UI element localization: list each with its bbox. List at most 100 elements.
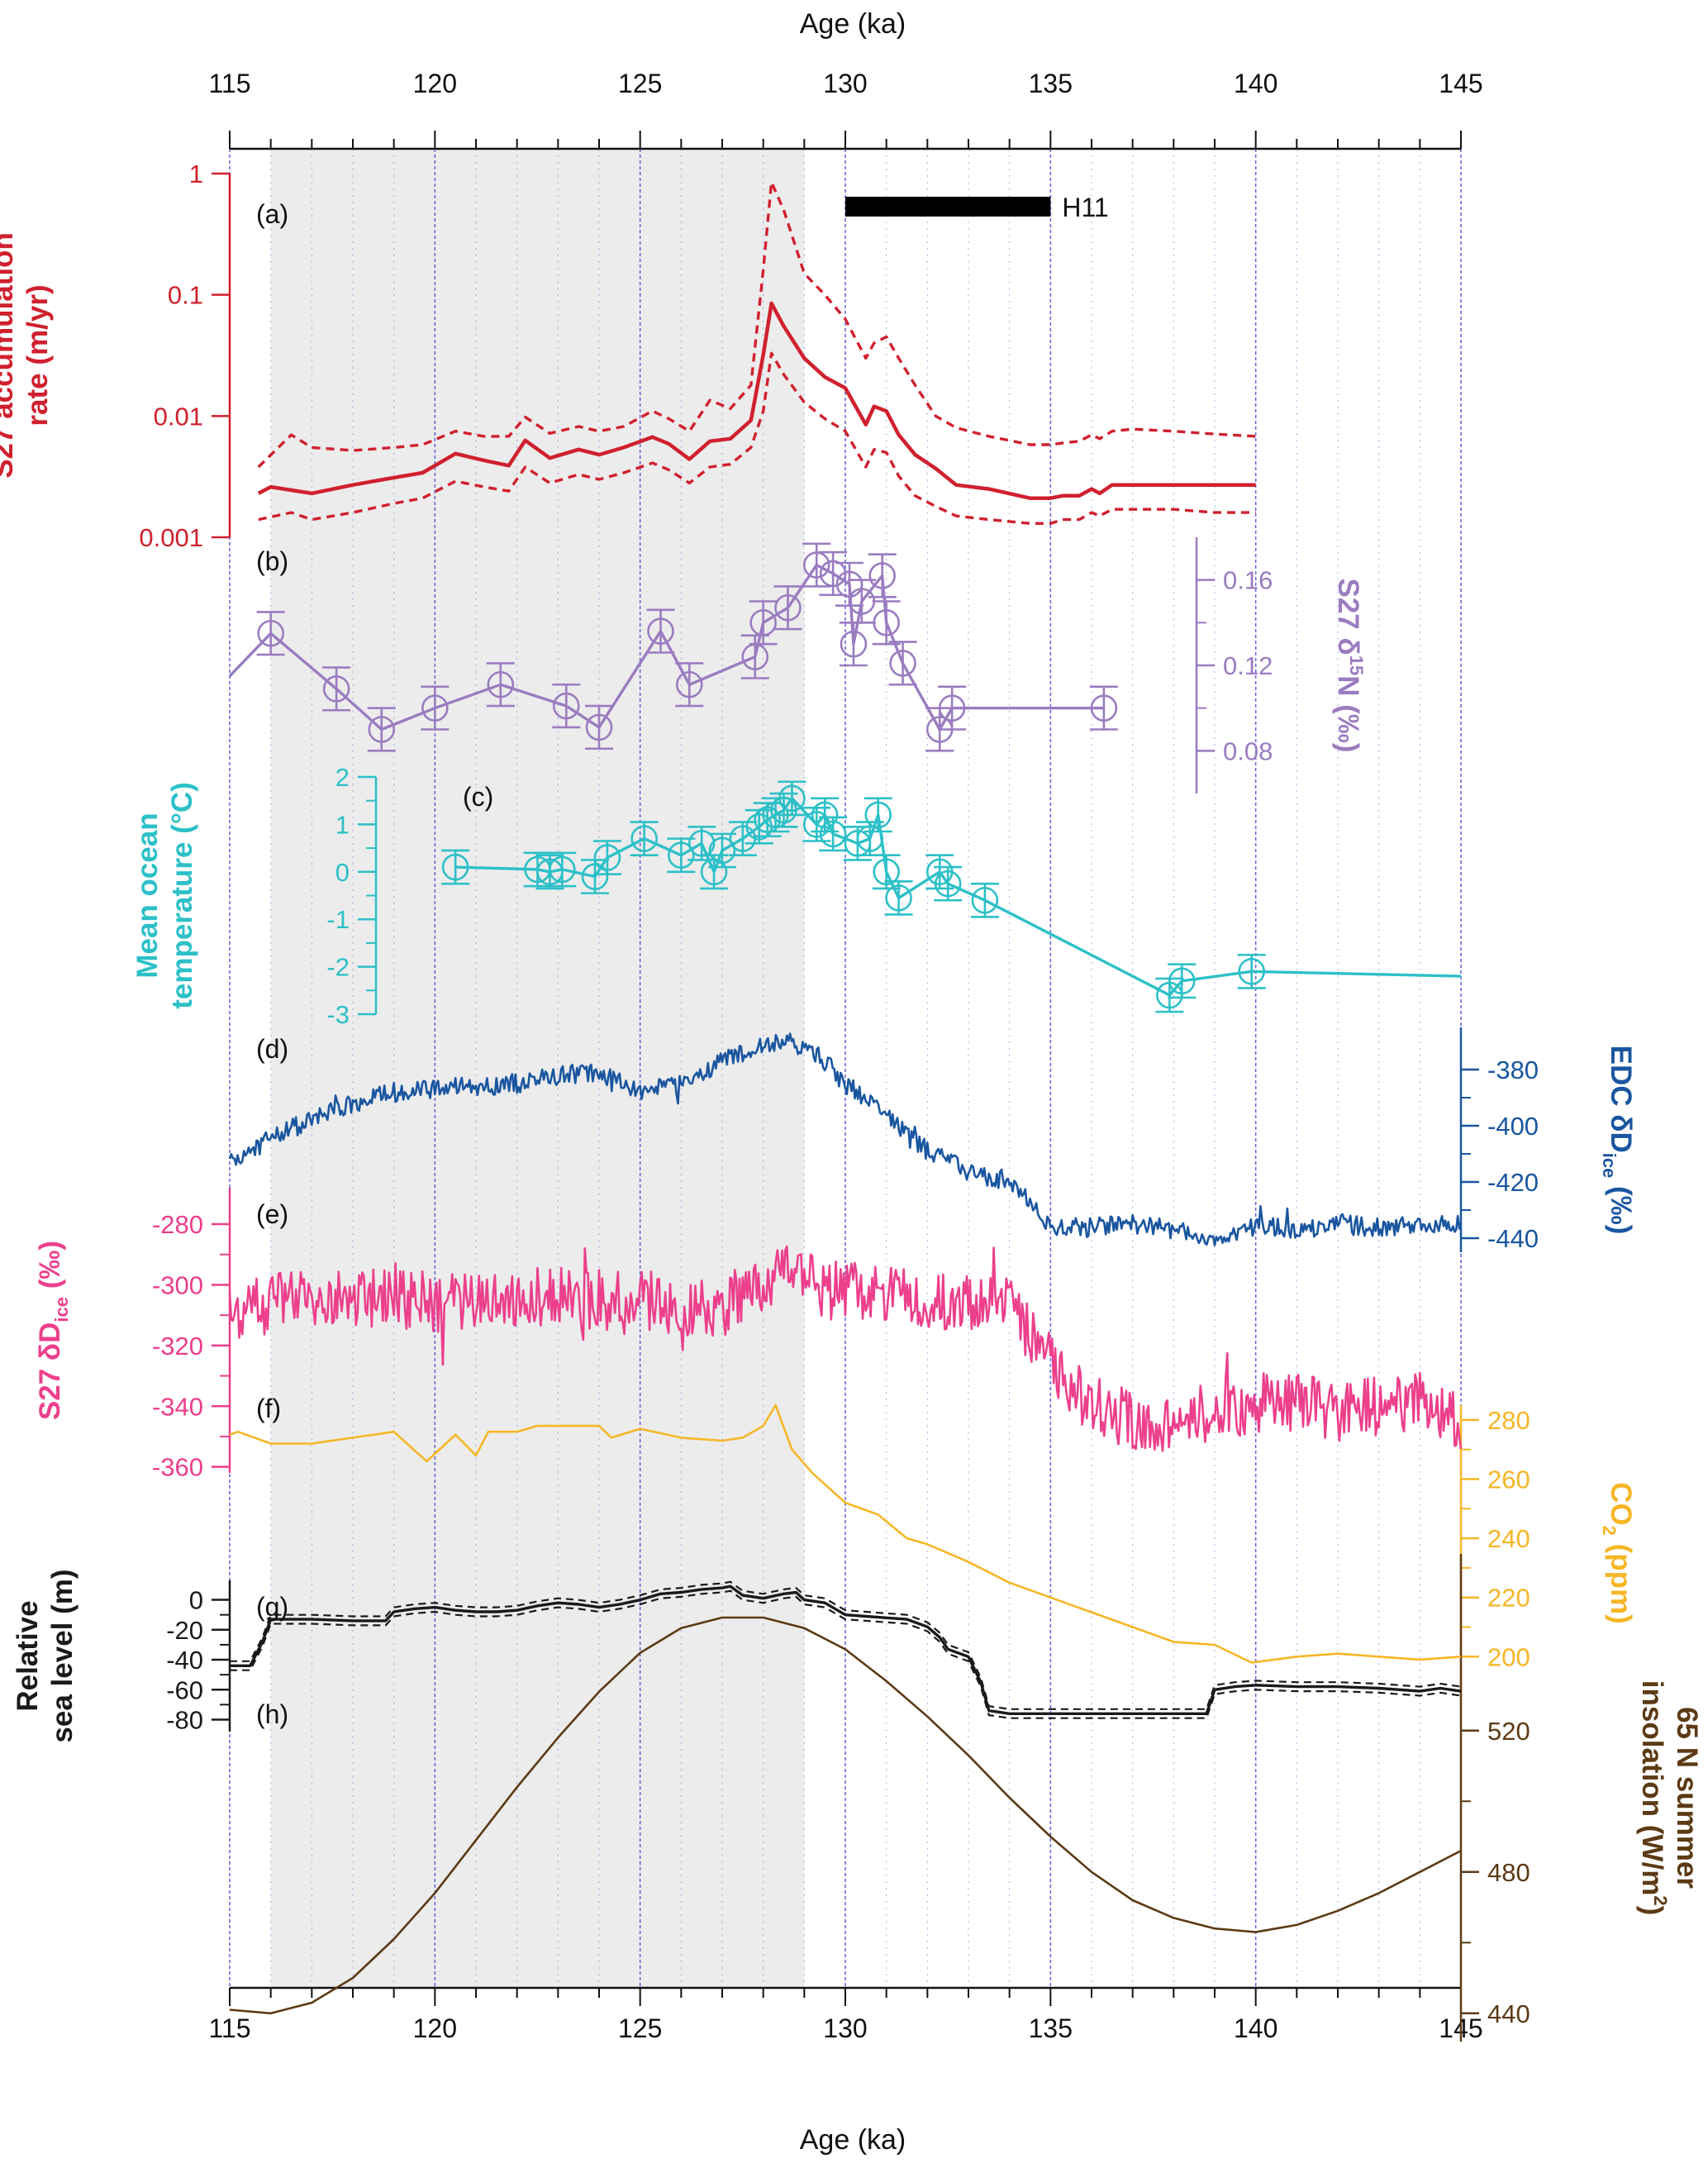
- panel-b-y-tick-label: 0.08: [1223, 736, 1273, 765]
- panel-c-data-point: [441, 853, 469, 881]
- panel-f-y-tick-label: 200: [1487, 1642, 1530, 1671]
- panel-a-y-tick-label: 0.001: [139, 523, 203, 552]
- h11-event-bar: [845, 197, 1051, 217]
- panel-g-y-tick-label: -60: [166, 1675, 203, 1704]
- panel-c-y-tick-label: -2: [326, 953, 350, 982]
- panel-g-y-tick-label: 0: [189, 1586, 203, 1615]
- y-title-subscript: ice: [1599, 1153, 1620, 1179]
- panel-c-data-point: [885, 884, 912, 912]
- panel-b-data-point: [675, 670, 703, 698]
- panel-e-y-tick-label: -320: [152, 1332, 203, 1361]
- bottom-x-tick-label: 125: [618, 2013, 662, 2043]
- panel-b-data-point: [647, 617, 674, 645]
- background-layer: [229, 149, 1462, 1988]
- panel-c-data-point: [864, 801, 892, 829]
- panel-a-y-tick-label: 0.01: [154, 402, 203, 431]
- panel-label-g: (g): [256, 1592, 288, 1622]
- y-title-line: temperature (°C): [166, 782, 198, 1009]
- panel-b-y-tick-label: 0.16: [1223, 566, 1273, 595]
- panel-b-data-point: [552, 692, 580, 720]
- panel-d-y-tick-label: -400: [1487, 1112, 1539, 1141]
- panel-b-data-point: [257, 619, 284, 647]
- panel-label-c: (c): [463, 782, 493, 812]
- panel-b-data-point: [368, 716, 396, 743]
- y-title-main: S27 δD: [34, 1322, 66, 1421]
- panel-label-d: (d): [256, 1034, 288, 1064]
- panel-e-series-S27-dD: [228, 1245, 1463, 1452]
- y-title-main: S27 δ: [1332, 578, 1364, 655]
- panel-f-y-tick-label: 280: [1487, 1406, 1530, 1435]
- panel-h-y-title: 65 N summerinsolation (W/m2): [1636, 1680, 1703, 1915]
- panel-c-data-point: [856, 825, 884, 852]
- top-x-tick-label: 115: [208, 69, 250, 98]
- panel-c-y-tick-label: -3: [326, 1000, 350, 1029]
- panel-c-data-point: [593, 844, 621, 871]
- y-title-close: ): [1636, 1906, 1668, 1916]
- y-title-superscript: 15: [1346, 655, 1367, 675]
- axes-layer: Age (ka) Age (ka) 1151151201201251251301…: [139, 8, 1539, 2156]
- top-x-axis-title: Age (ka): [800, 8, 906, 40]
- panel-c-data-point: [811, 801, 839, 829]
- panel-c-data-point: [581, 863, 609, 890]
- panel-c-y-tick-label: 2: [335, 763, 350, 792]
- panel-g-series-sea-level: [230, 1584, 1462, 1715]
- panel-label-f: (f): [256, 1394, 281, 1423]
- panel-b-data-point: [889, 650, 916, 677]
- panel-e-y-tick-label: -360: [152, 1453, 203, 1482]
- panel-d-series-EDC-dD: [228, 1032, 1463, 1246]
- panel-h-series-insolation: [229, 1616, 1462, 2015]
- panel-b-y-tick-label: 0.12: [1223, 651, 1273, 680]
- panel-c-data-point: [708, 836, 736, 865]
- panel-d-y-title: EDC δDice (‰): [1599, 1046, 1637, 1235]
- y-title-line: 65 N summer: [1671, 1707, 1703, 1889]
- y-title-tail: N (‰): [1332, 675, 1364, 752]
- panel-h-y-tick-label: 440: [1487, 1999, 1530, 2028]
- y-title-line: Mean ocean: [131, 812, 164, 978]
- bottom-x-tick-label: 135: [1029, 2013, 1073, 2043]
- panel-b-data-point: [487, 670, 515, 698]
- panel-c-data-point: [1238, 958, 1265, 985]
- panel-b-series-S27-d15N: [228, 563, 1104, 731]
- panel-e-y-tick-label: -340: [152, 1392, 203, 1421]
- panel-f-y-title: CO2 (ppm): [1599, 1482, 1637, 1624]
- bottom-x-tick-label: 120: [413, 2013, 457, 2043]
- panel-f-y-tick-label: 240: [1487, 1524, 1530, 1553]
- labels-layer: H11 (a) S27 accumulationrate (m/yr) (b) S27 …: [0, 193, 1703, 1915]
- panel-b-data-point: [1090, 694, 1118, 722]
- bottom-x-tick-label: 130: [823, 2013, 867, 2043]
- panel-a-series-upper-bound: [257, 180, 1256, 469]
- y-title-line: Relative: [12, 1600, 44, 1711]
- top-x-tick-label: 145: [1439, 69, 1482, 98]
- top-x-tick-label: 135: [1029, 69, 1073, 98]
- top-x-tick-label: 130: [823, 69, 867, 98]
- y-title-subscript: 2: [1599, 1526, 1620, 1536]
- panel-b-data-point: [802, 551, 830, 579]
- panel-h-y-tick-label: 480: [1487, 1858, 1530, 1887]
- y-title-line: sea level (m): [46, 1569, 79, 1742]
- panel-b-data-point: [840, 630, 868, 658]
- panel-b-data-point: [322, 675, 350, 703]
- panel-c-y-tick-label: 0: [335, 858, 350, 887]
- panel-c-data-point: [873, 858, 900, 886]
- panel-c-data-point: [630, 825, 658, 852]
- panel-g-uncertainty-line: [230, 1589, 1462, 1719]
- panel-g-y-tick-label: -40: [166, 1646, 203, 1675]
- panel-h-y-tick-label: 520: [1487, 1717, 1530, 1746]
- series-layer: [228, 180, 1463, 2015]
- panel-f-y-tick-label: 220: [1487, 1584, 1530, 1613]
- panel-g-y-title: Relativesea level (m): [12, 1569, 79, 1742]
- panel-d-y-tick-label: -380: [1487, 1056, 1539, 1084]
- panel-label-e: (e): [256, 1199, 288, 1229]
- panel-d-y-tick-label: -440: [1487, 1224, 1539, 1253]
- bottom-x-axis-title: Age (ka): [800, 2124, 906, 2156]
- panel-label-a: (a): [256, 199, 288, 229]
- y-title-line: insolation (W/m: [1636, 1680, 1668, 1896]
- panel-f-y-tick-label: 260: [1487, 1465, 1530, 1494]
- panel-b-data-point: [585, 713, 613, 741]
- panel-c-y-title: Mean oceantemperature (°C): [131, 782, 198, 1009]
- top-x-tick-label: 125: [618, 69, 662, 98]
- panel-a-y-tick-label: 0.1: [168, 281, 203, 310]
- panel-e-y-tick-label: -300: [152, 1270, 203, 1299]
- y-title-tail: (‰): [34, 1241, 66, 1297]
